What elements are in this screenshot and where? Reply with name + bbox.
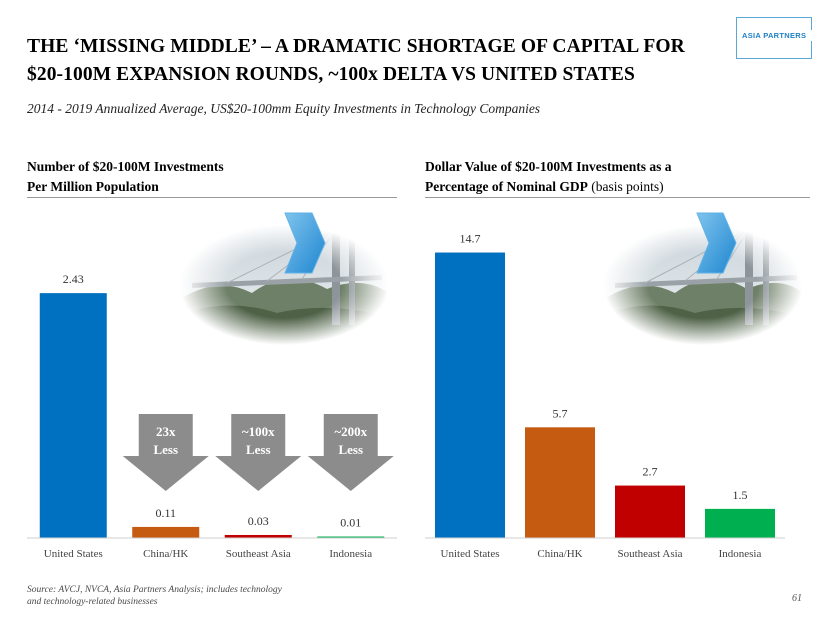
bar-southeast-asia xyxy=(615,485,685,538)
page-title: THE ‘MISSING MIDDLE’ – A DRAMATIC SHORTA… xyxy=(27,33,727,89)
category-label-indonesia: Indonesia xyxy=(329,548,372,560)
logo-text: ASIA PARTNERS xyxy=(740,30,834,41)
down-arrow-icon xyxy=(215,414,302,491)
chevron-arrow-icon xyxy=(696,212,737,274)
bridge-photo xyxy=(603,225,803,345)
down-arrow-icon xyxy=(122,414,209,491)
left-panel-title: Number of $20-100M Investments Per Milli… xyxy=(27,157,224,197)
left-panel-divider xyxy=(27,197,397,198)
value-label-china-hk: 5.7 xyxy=(553,406,568,420)
left-panel-title-line-1: Number of $20-100M Investments xyxy=(27,159,224,174)
right-panel-title-bold: Percentage of Nominal GDP xyxy=(425,179,588,194)
chevron-arrow-icon xyxy=(284,212,326,274)
category-label-united-states: United States xyxy=(44,548,103,560)
source-line-1: Source: AVCJ, NVCA, Asia Partners Analys… xyxy=(27,585,282,595)
down-arrow-icon xyxy=(307,414,394,491)
annotation-multiplier: 23x xyxy=(156,424,176,439)
bar-indonesia xyxy=(317,536,385,538)
category-label-china-hk: China/HK xyxy=(143,548,188,560)
value-label-indonesia: 0.01 xyxy=(340,516,361,530)
right-panel-title-line-2: Percentage of Nominal GDP (basis points) xyxy=(425,177,672,197)
right-panel-title-line-1: Dollar Value of $20-100M Investments as … xyxy=(425,159,672,174)
bar-united-states xyxy=(39,293,107,538)
annotation-less: Less xyxy=(246,442,271,457)
value-label-southeast-asia: 0.03 xyxy=(248,514,269,528)
page-number: 61 xyxy=(792,593,802,604)
bar-southeast-asia xyxy=(224,534,292,538)
title-line-1: THE ‘MISSING MIDDLE’ – A DRAMATIC SHORTA… xyxy=(27,36,685,57)
bar-indonesia xyxy=(705,508,775,538)
source-note: Source: AVCJ, NVCA, Asia Partners Analys… xyxy=(27,584,327,608)
annotation-multiplier: ~100x xyxy=(242,424,275,439)
value-label-united-states: 2.43 xyxy=(63,272,84,286)
right-panel-title-unit: (basis points) xyxy=(587,179,664,194)
value-label-indonesia: 1.5 xyxy=(733,488,748,502)
category-label-indonesia: Indonesia xyxy=(719,548,762,560)
bridge-photo xyxy=(179,225,389,345)
title-line-2: $20-100M EXPANSION ROUNDS, ~100x DELTA V… xyxy=(27,64,635,85)
dollar-value-gdp-chart: 14.7 5.7 2.7 1.5 United States China/HK South… xyxy=(425,212,803,560)
right-panel-title: Dollar Value of $20-100M Investments as … xyxy=(425,157,672,197)
source-line-2: and technology-related businesses xyxy=(27,597,158,607)
value-label-china-hk: 0.11 xyxy=(155,506,176,520)
bar-china-hk xyxy=(132,526,200,538)
value-label-southeast-asia: 2.7 xyxy=(643,465,658,479)
investments-per-million-chart: 2.43 0.11 0.03 0.01 United States China/HK So… xyxy=(27,212,397,560)
asia-partners-logo: ASIA PARTNERS xyxy=(736,17,834,59)
category-label-united-states: United States xyxy=(441,548,500,560)
annotation-multiplier: ~200x xyxy=(334,424,367,439)
annotation-less: Less xyxy=(153,442,178,457)
value-label-united-states: 14.7 xyxy=(460,232,481,246)
bar-china-hk xyxy=(525,427,595,538)
subtitle: 2014 - 2019 Annualized Average, US$20-10… xyxy=(27,101,541,116)
right-panel-divider xyxy=(425,197,810,198)
left-panel-title-line-2: Per Million Population xyxy=(27,179,159,194)
annotation-less: Less xyxy=(338,442,363,457)
category-label-southeast-asia: Southeast Asia xyxy=(617,548,682,560)
category-label-china-hk: China/HK xyxy=(537,548,582,560)
category-label-southeast-asia: Southeast Asia xyxy=(226,548,291,560)
bar-united-states xyxy=(435,252,505,538)
